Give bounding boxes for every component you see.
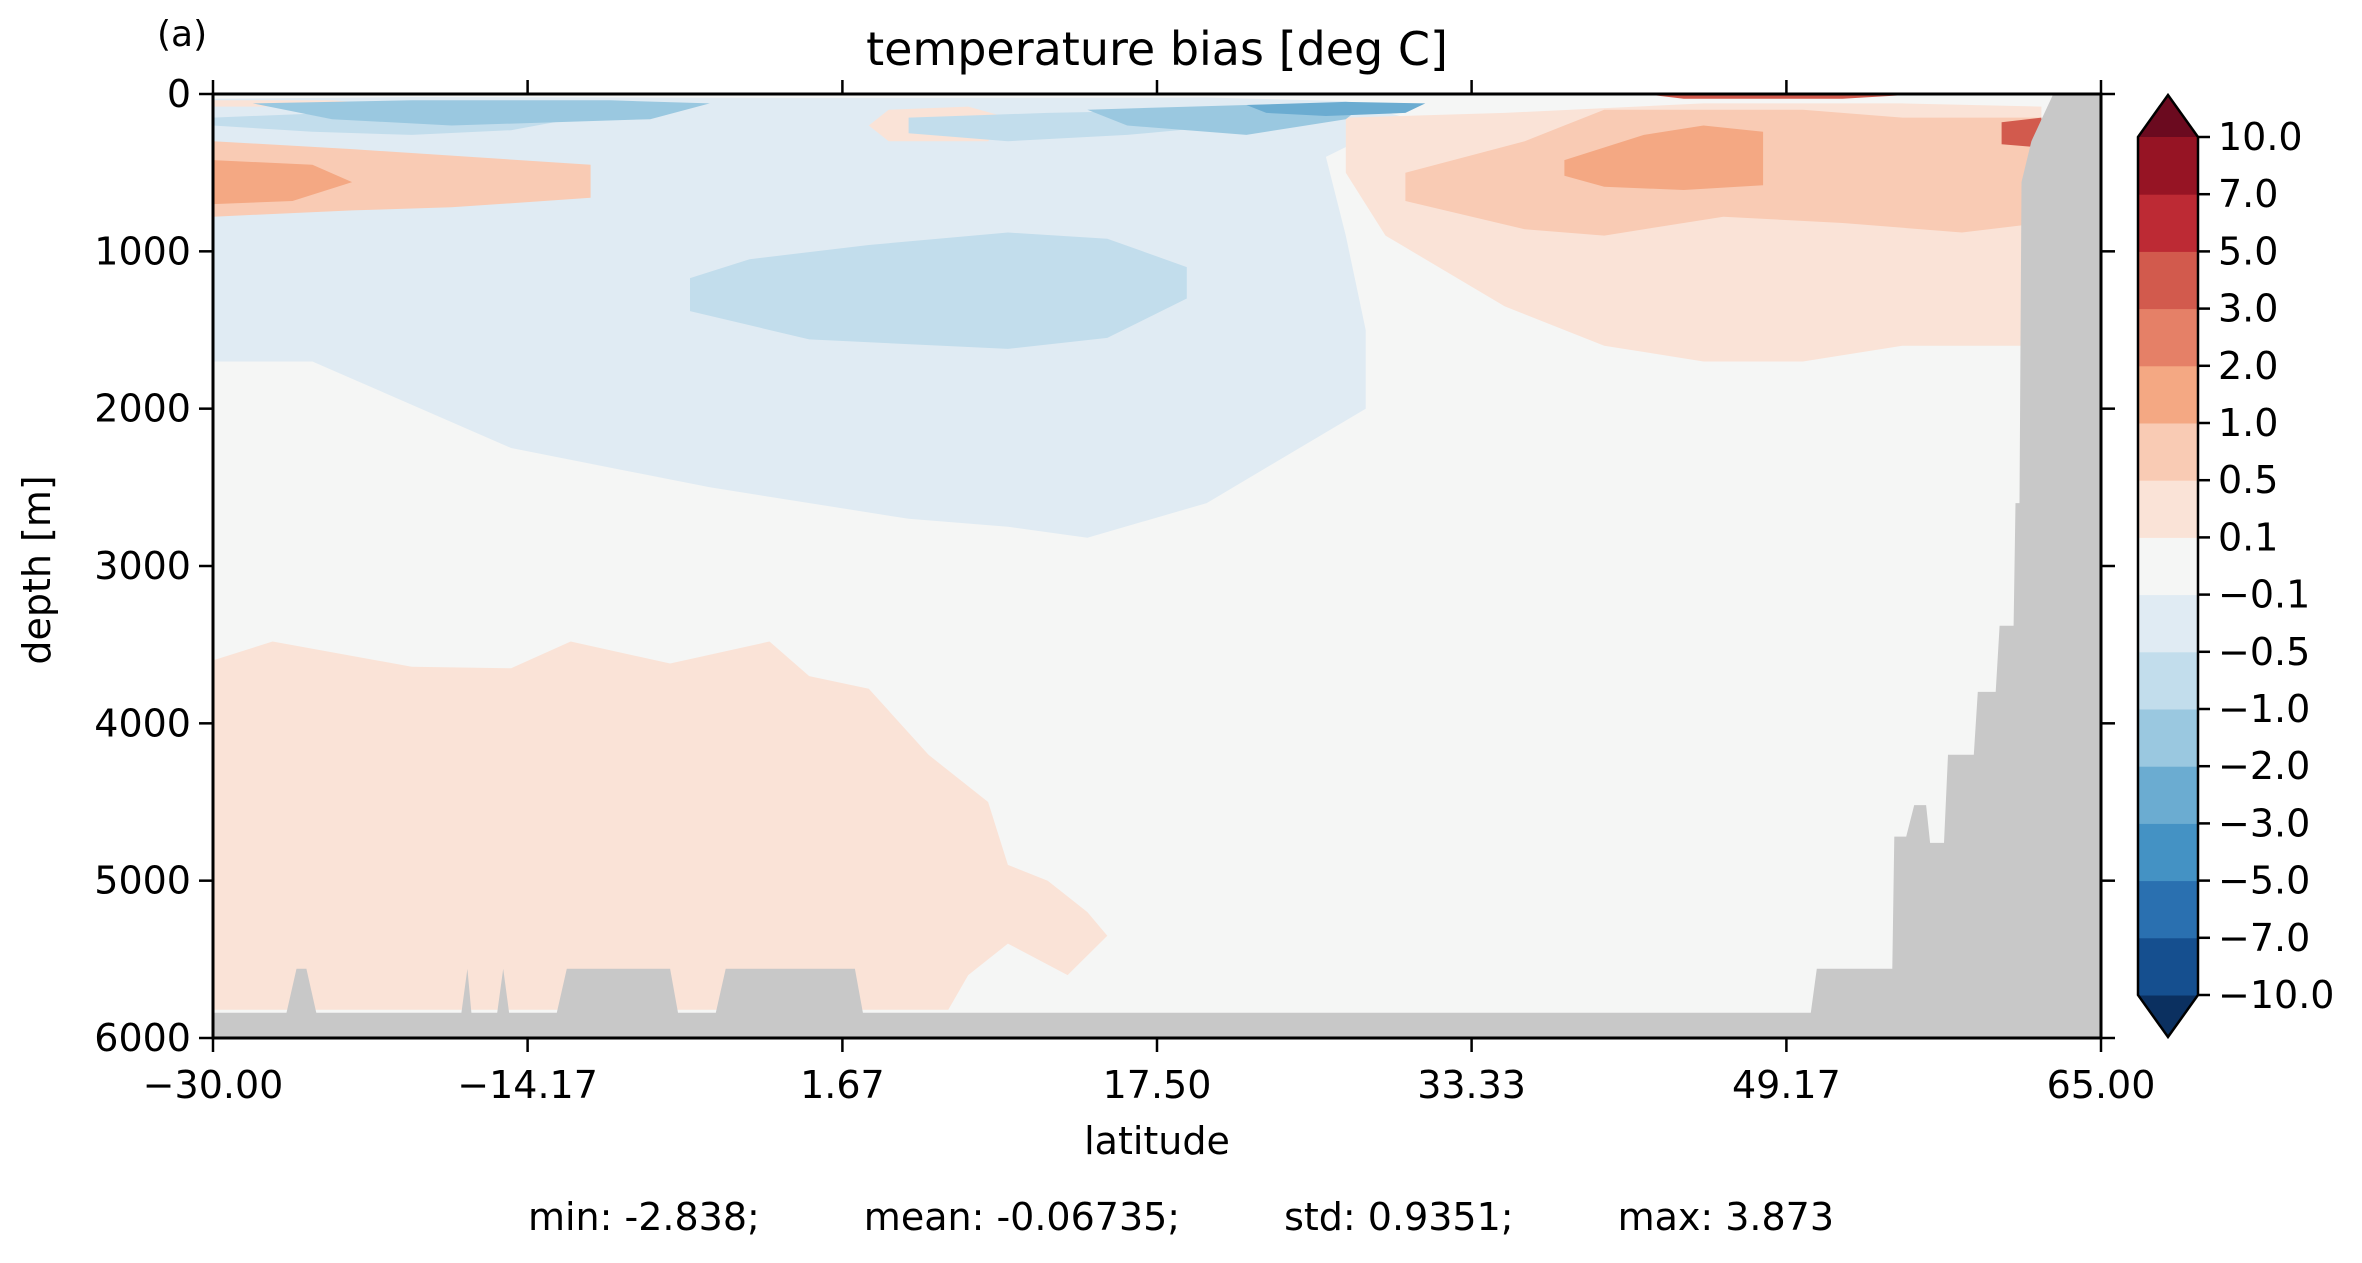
y-tick-label: 4000 [94,701,191,745]
x-tick-label: 65.00 [2047,1063,2156,1107]
contour-region-15 [1246,101,1426,116]
panel-label: (a) [157,14,207,55]
plot-area [213,94,2101,1038]
colorbar-segment [2138,937,2198,996]
colorbar-tick-label: −0.5 [2218,630,2310,674]
colorbar-tick-label: −2.0 [2218,744,2310,788]
colorbar-tick-label: 3.0 [2218,287,2278,331]
colorbar-segment [2138,137,2198,195]
colorbar-segment [2138,709,2198,767]
y-tick-label: 2000 [94,387,191,431]
colorbar-segment [2138,766,2198,824]
colorbar-tick-label: 7.0 [2218,172,2278,216]
contour-region-1 [213,641,1108,1010]
colorbar-segment [2138,251,2198,310]
stat-std: std: 0.9351; [1284,1195,1514,1239]
colorbar-tick-label: 2.0 [2218,344,2278,388]
colorbar-segment [2138,365,2198,424]
contour-region-9 [1564,125,1764,190]
x-tick-label: 33.33 [1417,1063,1526,1107]
colorbar-segment [2138,537,2198,596]
y-tick-label: 0 [167,72,191,116]
colorbar-tick-label: −5.0 [2218,859,2310,903]
statistics-line: min: -2.838; mean: -0.06735; std: 0.9351; m… [0,1195,2362,1239]
colorbar-tick-label: 10.0 [2218,115,2303,159]
colorbar-segment [2138,651,2198,710]
colorbar-tick-label: −10.0 [2218,973,2334,1017]
contour-region-8 [213,160,353,205]
land-mask [213,94,2101,1038]
y-tick-label: 3000 [94,544,191,588]
colorbar-segment [2138,423,2198,481]
y-tick-label: 1000 [94,229,191,273]
colorbar-extend-low [2138,995,2198,1037]
contour-region-6 [213,141,591,217]
contour-regions [213,94,2062,1010]
colorbar-tick-label: 5.0 [2218,229,2278,273]
x-tick-label: 17.50 [1103,1063,1212,1107]
colorbar-segment [2138,823,2198,882]
colorbar-extend-high [2138,95,2198,137]
x-tick-label: −30.00 [143,1063,284,1107]
contour-region-13 [252,100,710,126]
x-axis: −30.00 −14.17 1.67 17.50 33.33 49.17 65.00 [143,80,2156,1107]
colorbar-segment [2138,194,2198,252]
colorbar-tick-label: −3.0 [2218,801,2310,845]
x-tick-label: 49.17 [1732,1063,1841,1107]
y-tick-label: 6000 [94,1016,191,1060]
contour-region-16 [2001,117,2042,148]
colorbar-tick-label: −0.1 [2218,573,2310,617]
colorbar-tick-label: −1.0 [2218,687,2310,731]
x-axis-label: latitude [1084,1119,1230,1163]
colorbar-tick-label: 1.0 [2218,401,2278,445]
stat-mean: mean: -0.06735; [863,1195,1181,1239]
chart-title: temperature bias [deg C] [866,22,1448,76]
colorbar-segment [2138,594,2198,653]
y-axis: 0 1000 2000 3000 4000 5000 6000 [94,72,2115,1060]
colorbar-tick-label: 0.1 [2218,515,2278,559]
stat-max: max: 3.873 [1617,1195,1835,1239]
y-tick-label: 5000 [94,859,191,903]
colorbar-tick-label: 0.5 [2218,458,2278,502]
stat-min: min: -2.838; [527,1195,760,1239]
y-axis-label: depth [m] [15,475,59,664]
colorbar-segment [2138,480,2198,538]
colorbar: −10.0 −7.0 −5.0 −3.0 −2.0 −1.0 −0.5 −0.1 0.1 0.5 1… [2136,92,2334,1040]
colorbar-tick-label: −7.0 [2218,916,2310,960]
x-tick-label: 1.67 [800,1063,885,1107]
colorbar-segment [2138,308,2198,367]
x-tick-label: −14.17 [457,1063,598,1107]
colorbar-segment [2138,880,2198,939]
contour-region-11 [690,232,1187,349]
